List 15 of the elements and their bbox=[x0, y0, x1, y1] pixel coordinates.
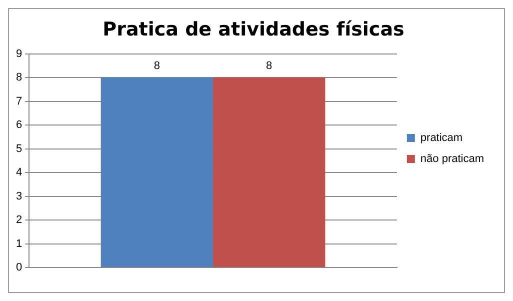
y-tick-label: 8 bbox=[16, 72, 22, 84]
y-tick-label: 0 bbox=[16, 262, 22, 274]
y-tick-label: 7 bbox=[16, 95, 22, 108]
y-tick-label: 2 bbox=[16, 214, 22, 226]
legend-label: praticam bbox=[420, 132, 463, 144]
data-label: 8 bbox=[266, 60, 272, 72]
y-tick-label: 9 bbox=[16, 48, 22, 60]
chart-title: Pratica de atividades físicas bbox=[102, 18, 404, 40]
legend-label: não praticam bbox=[420, 153, 484, 166]
y-tick-label: 1 bbox=[16, 238, 22, 250]
y-tick-label: 5 bbox=[16, 142, 22, 155]
y-tick-label: 4 bbox=[16, 166, 22, 179]
data-label: 8 bbox=[154, 60, 160, 72]
y-tick-label: 6 bbox=[16, 119, 22, 132]
y-tick-label: 3 bbox=[16, 190, 22, 202]
